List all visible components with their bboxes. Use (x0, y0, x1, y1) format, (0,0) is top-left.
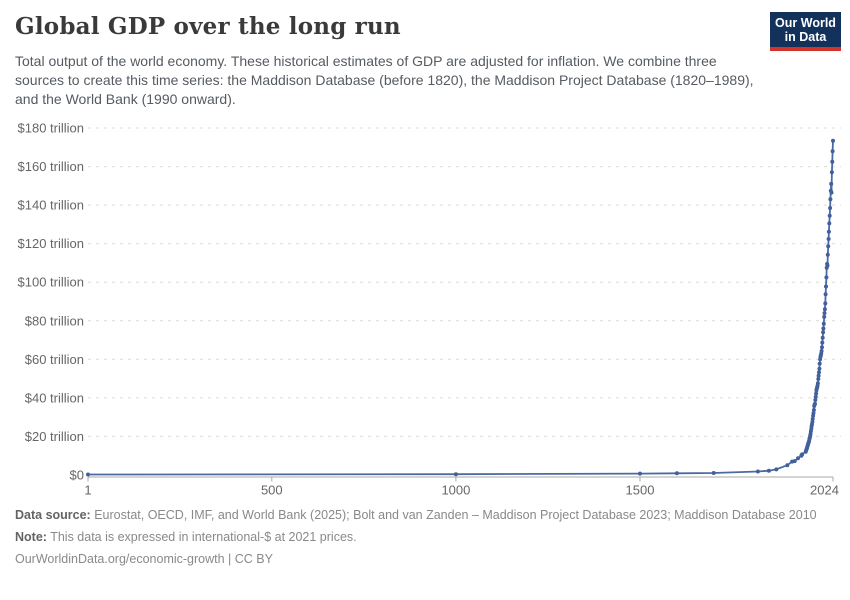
note-line: Note: This data is expressed in internat… (15, 528, 823, 547)
gdp-point[interactable] (453, 472, 458, 477)
gdp-point[interactable] (814, 391, 819, 396)
citation-link[interactable]: OurWorldinData.org/economic-growth | CC … (15, 552, 273, 566)
gdp-point[interactable] (826, 237, 831, 241)
page-title: Global GDP over the long run (15, 13, 401, 40)
y-tick-label: $40 trillion (25, 390, 84, 405)
gdp-point[interactable] (827, 221, 832, 226)
gdp-point[interactable] (830, 149, 835, 154)
gdp-point[interactable] (831, 138, 835, 143)
gdp-point[interactable] (674, 471, 679, 476)
gdp-point[interactable] (819, 349, 824, 353)
y-tick-label: $100 trillion (18, 275, 85, 290)
gdp-point[interactable] (811, 408, 816, 412)
gdp-point[interactable] (828, 206, 833, 210)
note-text: This data is expressed in international-… (46, 530, 357, 544)
gdp-line[interactable] (87, 139, 834, 476)
gdp-point[interactable] (810, 416, 815, 421)
x-tick-label: 1 (84, 483, 91, 498)
chart-footer: Data source: Eurostat, OECD, IMF, and Wo… (15, 506, 823, 572)
citation-line: OurWorldinData.org/economic-growth | CC … (15, 550, 823, 569)
gdp-point[interactable] (813, 394, 818, 399)
gdp-point[interactable] (810, 419, 815, 424)
x-tick-label: 500 (261, 483, 283, 498)
chart-canvas[interactable]: $0 $20 trillion $40 trillion $60 trillion $8… (0, 114, 850, 506)
gdp-point[interactable] (817, 370, 821, 375)
gdp-point[interactable] (817, 366, 822, 371)
gdp-point[interactable] (638, 471, 642, 476)
owid-logo-text-line2: in Data (784, 30, 827, 44)
gdp-point[interactable] (822, 307, 827, 312)
gdp-point[interactable] (755, 469, 760, 474)
gdp-point[interactable] (711, 471, 716, 475)
gdp-point[interactable] (816, 373, 821, 378)
gdp-point[interactable] (827, 213, 832, 218)
gdp-point[interactable] (820, 340, 825, 345)
gdp-point[interactable] (817, 361, 822, 366)
gdp-point[interactable] (828, 197, 833, 202)
gdp-point[interactable] (823, 292, 828, 297)
gdp-point[interactable] (815, 381, 820, 386)
owid-logo-text-line1: Our World (775, 16, 836, 30)
gdp-point[interactable] (829, 181, 834, 186)
x-tick-label: 1000 (441, 483, 470, 498)
chart-subtitle: Total output of the world economy. These… (15, 53, 754, 108)
gdp-point[interactable] (800, 452, 805, 457)
y-tick-label: $160 trillion (18, 159, 85, 174)
gdp-point[interactable] (826, 229, 831, 234)
y-tick-label: $120 trillion (18, 236, 85, 251)
x-tick-label: 1500 (626, 483, 655, 498)
gdp-point[interactable] (86, 472, 90, 477)
gdp-point[interactable] (829, 190, 834, 195)
y-tick-label: $20 trillion (25, 429, 84, 444)
data-source-text: Eurostat, OECD, IMF, and World Bank (202… (90, 508, 817, 522)
note-label: Note: (15, 530, 47, 544)
gdp-point[interactable] (824, 284, 828, 289)
gdp-point[interactable] (792, 459, 797, 464)
gdp-point[interactable] (825, 263, 830, 268)
gdp-point[interactable] (829, 170, 834, 175)
gdp-point[interactable] (813, 401, 817, 406)
gdp-point[interactable] (826, 244, 831, 249)
y-tick-label: $180 trillion (18, 121, 85, 136)
y-tick-label: $140 trillion (18, 198, 85, 213)
gdp-point[interactable] (766, 468, 771, 473)
y-tick-label: $60 trillion (25, 352, 84, 367)
gdp-point[interactable] (822, 311, 827, 316)
data-source-line: Data source: Eurostat, OECD, IMF, and Wo… (15, 506, 823, 525)
gdp-point[interactable] (816, 377, 821, 381)
gdp-point[interactable] (796, 456, 800, 461)
gdp-point[interactable] (813, 398, 818, 402)
gdp-point[interactable] (821, 321, 826, 326)
gdp-point[interactable] (821, 330, 826, 335)
gdp-point[interactable] (821, 326, 826, 331)
x-tick-label: 2024 (810, 483, 839, 498)
gdp-point[interactable] (820, 345, 824, 350)
y-tick-label: $80 trillion (25, 313, 84, 328)
gdp-point[interactable] (811, 411, 816, 416)
gdp-point[interactable] (825, 252, 830, 257)
data-source-label: Data source: (15, 508, 91, 522)
gdp-point[interactable] (823, 301, 828, 306)
y-tick-label: $0 (70, 468, 84, 483)
gdp-point[interactable] (774, 467, 779, 472)
gdp-point[interactable] (785, 463, 790, 468)
owid-logo[interactable]: Our World in Data (770, 12, 841, 51)
gdp-point[interactable] (820, 335, 825, 340)
gdp-point[interactable] (830, 159, 835, 164)
gdp-point[interactable] (824, 275, 829, 280)
gdp-point[interactable] (822, 314, 827, 319)
